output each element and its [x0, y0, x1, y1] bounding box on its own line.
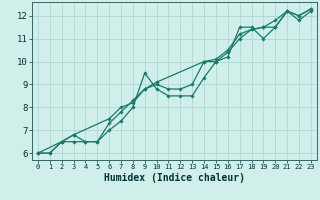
X-axis label: Humidex (Indice chaleur): Humidex (Indice chaleur): [104, 173, 245, 183]
